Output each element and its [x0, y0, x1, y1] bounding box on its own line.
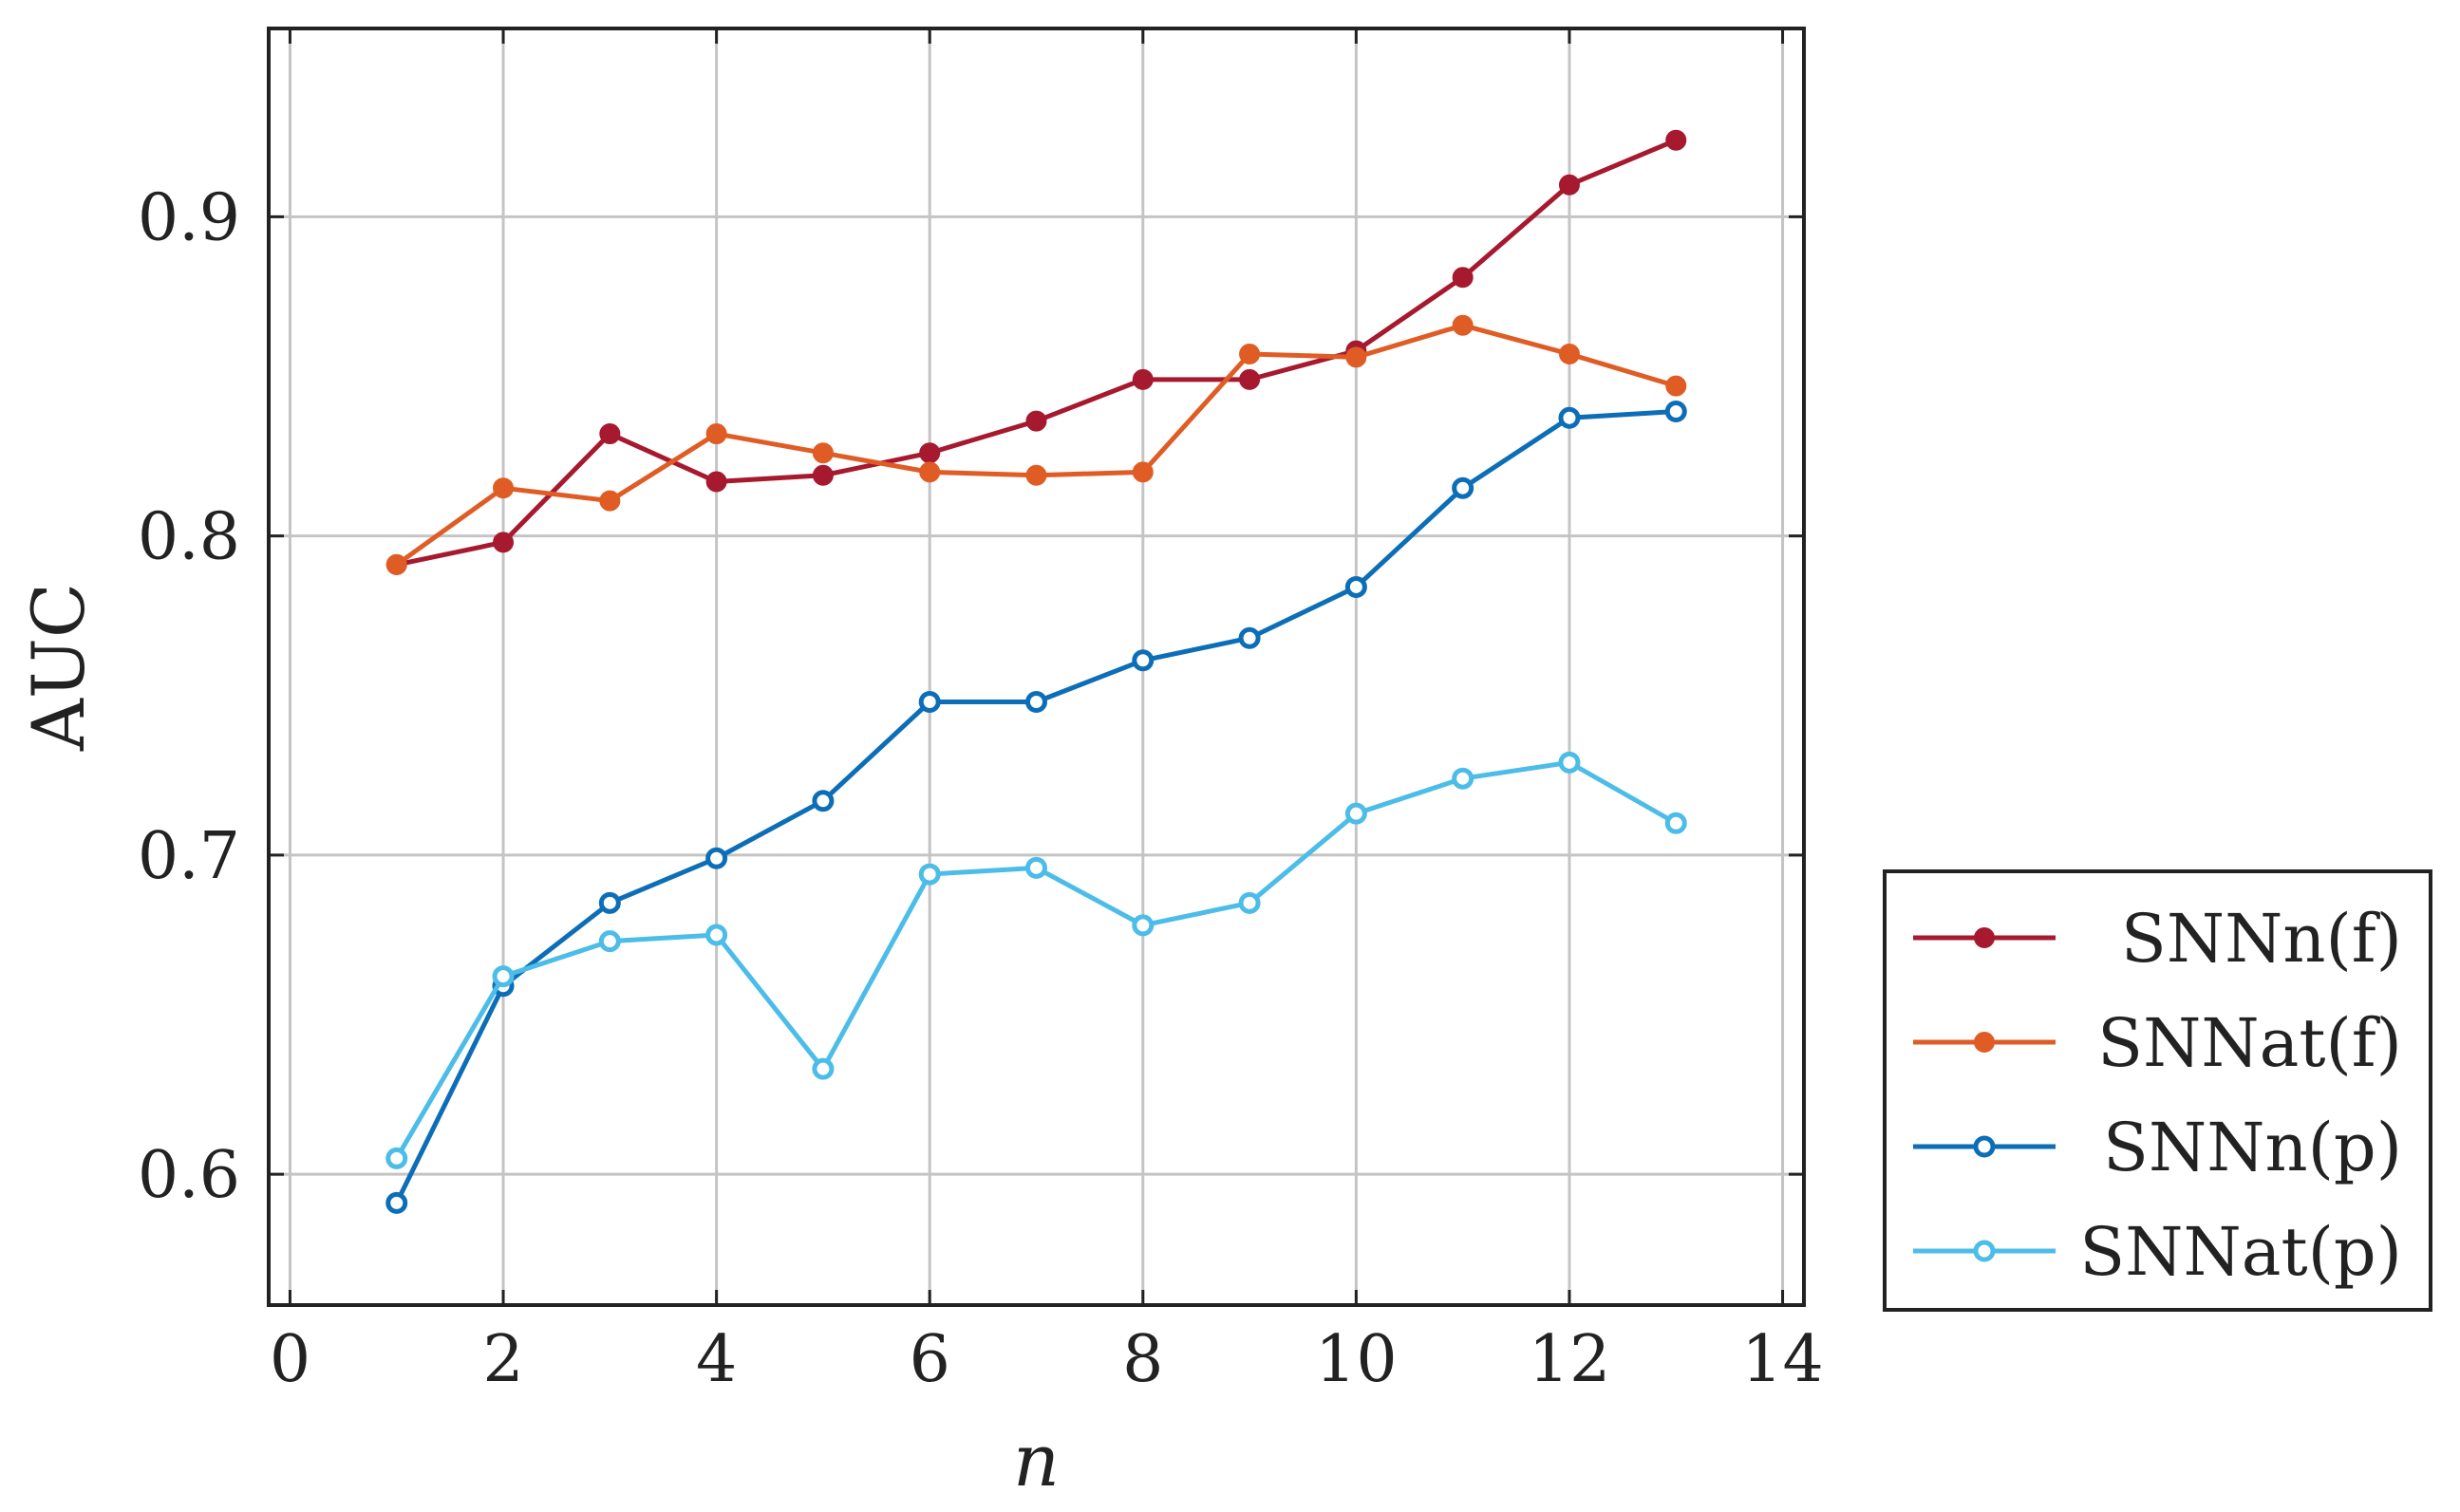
x-tick-label: 14 [1741, 1322, 1824, 1397]
data-point [598, 891, 621, 914]
data-point [812, 790, 835, 812]
data-point [1558, 174, 1580, 196]
legend-swatch-marker [1973, 1240, 1996, 1262]
data-point [1025, 690, 1047, 713]
data-point [492, 965, 515, 988]
x-tick-label: 8 [1122, 1322, 1163, 1397]
data-point [1558, 406, 1581, 429]
data-point [1239, 343, 1261, 364]
data-point [1665, 129, 1687, 151]
data-point [1238, 891, 1261, 914]
data-point [1132, 461, 1154, 483]
data-point [1344, 575, 1367, 598]
data-point [1345, 346, 1367, 368]
legend-label: SNNn(p) [2103, 1109, 2402, 1186]
series-layer [385, 129, 1687, 1214]
series-SNNat(p) [385, 751, 1687, 1169]
legend-item: SNNn(f) [1913, 900, 2402, 978]
data-point [705, 471, 727, 493]
legend-swatch-marker [1973, 1135, 1996, 1158]
data-point [1132, 368, 1154, 390]
legend-label: SNNat(p) [2079, 1213, 2402, 1291]
data-point [705, 924, 728, 946]
legend-item: SNNat(f) [1913, 1004, 2402, 1082]
data-point [1239, 368, 1261, 390]
data-point [918, 863, 941, 886]
data-point [1025, 856, 1047, 879]
data-point [1664, 812, 1687, 834]
x-tick-label: 10 [1315, 1322, 1398, 1397]
data-point [1452, 767, 1474, 790]
data-point [1132, 914, 1155, 937]
data-point [1665, 375, 1687, 397]
y-tick-label: 0.6 [138, 1138, 240, 1213]
data-point [599, 423, 621, 445]
data-point [919, 461, 941, 483]
legend-label: SNNat(f) [2097, 1004, 2402, 1082]
data-point [812, 442, 834, 464]
plot-area-frame [267, 27, 1806, 1307]
data-point [385, 553, 407, 575]
data-point [1025, 410, 1047, 432]
data-point [1238, 626, 1261, 649]
legend-item: SNNn(p) [1913, 1109, 2402, 1186]
legend-swatch-marker [1974, 927, 1995, 948]
data-point [1452, 267, 1474, 289]
data-point [598, 930, 621, 953]
data-point [1664, 401, 1687, 422]
data-point [493, 532, 515, 553]
data-point [1132, 649, 1155, 672]
data-point [705, 847, 728, 869]
x-tick-label: 4 [696, 1322, 737, 1397]
data-point [1558, 343, 1580, 364]
data-point [918, 690, 941, 713]
y-axis-title: AUC [16, 583, 101, 752]
axis-ticks [269, 28, 1804, 1305]
y-tick-label: 0.9 [138, 180, 240, 255]
x-tick-label: 12 [1529, 1322, 1611, 1397]
series-SNNn(p) [385, 401, 1687, 1214]
legend-frame [1883, 869, 2432, 1312]
y-tick-label: 0.7 [138, 819, 240, 894]
grid [269, 28, 1804, 1305]
data-point [705, 423, 727, 445]
data-point [493, 477, 515, 499]
data-point [1344, 802, 1367, 825]
data-point [599, 490, 621, 512]
data-point [1452, 476, 1474, 499]
legend-item: SNNat(p) [1913, 1213, 2402, 1291]
data-point [385, 1191, 408, 1214]
data-point [385, 1147, 408, 1169]
x-tick-label: 6 [910, 1322, 950, 1397]
legend-label: SNNn(f) [2121, 900, 2402, 978]
data-point [1452, 314, 1474, 336]
legend: SNNn(f) SNNat(f) SNNn(p) SNNat(p) [1883, 869, 2432, 1312]
data-point [1558, 751, 1581, 774]
data-point [812, 464, 834, 486]
y-tick-label: 0.8 [138, 500, 240, 575]
axis-labels: 0 2 4 6 8 10 12 14 0.6 0.7 0.8 0.9 [138, 180, 1824, 1397]
data-point [1025, 464, 1047, 486]
x-tick-label: 0 [270, 1322, 310, 1397]
x-tick-label: 2 [482, 1322, 523, 1397]
data-point [812, 1057, 835, 1080]
data-point [919, 442, 941, 464]
legend-swatch-marker [1974, 1032, 1995, 1053]
series-SNNat(f) [385, 314, 1687, 575]
x-axis-title: n [1013, 1418, 1060, 1503]
